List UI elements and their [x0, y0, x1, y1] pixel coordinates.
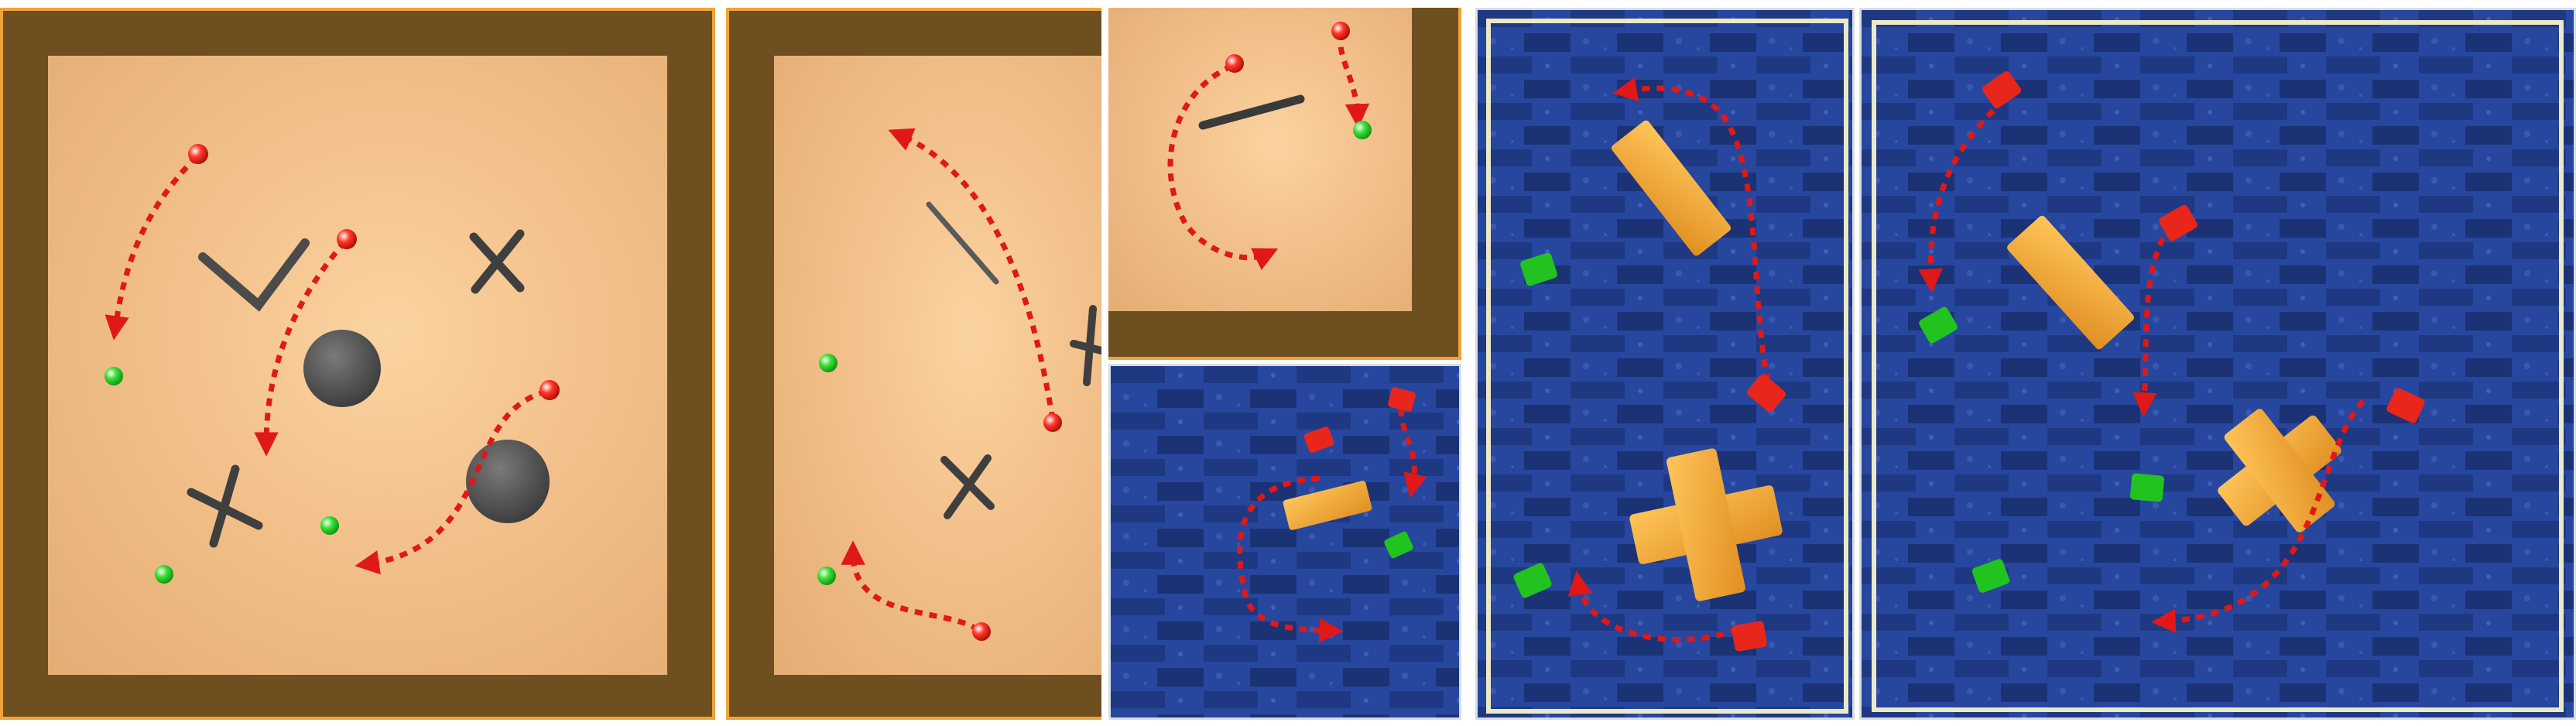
robot-markers	[972, 413, 1062, 641]
v-obstacle	[198, 238, 310, 312]
goal-markers	[1513, 252, 1557, 598]
sim-small-scene	[1167, 22, 1372, 271]
goal-markers	[817, 354, 838, 585]
trajectory-arrow	[888, 128, 1056, 420]
trajectory-arrow	[1338, 31, 1370, 128]
cross-obstacle	[187, 229, 525, 548]
robot-markers	[1982, 70, 2425, 423]
trajectory-arrow	[2132, 224, 2172, 417]
goal-markers	[104, 367, 339, 584]
robot-markers	[188, 144, 560, 400]
cross-block-obstacle	[1629, 448, 1783, 601]
cylinder-obstacle	[466, 440, 550, 523]
trajectory-arrow	[355, 389, 547, 575]
goal-markers	[1919, 306, 2164, 593]
real-mid-scene	[1478, 10, 1852, 717]
goal-markers	[1353, 121, 1372, 139]
real-small-scene	[1111, 366, 1459, 717]
bar-obstacle	[1198, 94, 1305, 130]
real-large-panel	[1859, 8, 2576, 720]
sim-tall-panel	[726, 8, 1101, 720]
block-obstacle	[2007, 215, 2134, 350]
trajectory-arrow	[1918, 108, 1995, 293]
trajectory-arrow	[1237, 475, 1344, 643]
trajectory-arrow	[841, 540, 981, 632]
real-mid-panel	[1475, 8, 1855, 720]
trajectory-arrow	[1398, 408, 1427, 498]
bar-obstacle	[926, 201, 999, 285]
sim-large-scene	[104, 144, 560, 584]
trajectory-arrow	[1567, 570, 1739, 642]
sim-small-panel	[1108, 8, 1461, 360]
trajectory-arrow	[1612, 77, 1771, 382]
robot-markers	[1303, 387, 1416, 453]
sim-tall-scene	[817, 128, 1101, 641]
sim-large-panel	[0, 8, 715, 720]
trajectory-arrow	[104, 154, 199, 341]
goal-markers	[1384, 531, 1413, 559]
cylinder-obstacle	[303, 330, 381, 407]
cross-block-obstacle	[2218, 409, 2341, 533]
block-obstacle	[1611, 120, 1732, 256]
cross-obstacle	[940, 305, 1101, 519]
robot-markers	[1732, 374, 1786, 652]
robot-markers	[1225, 22, 1350, 73]
real-large-scene	[1862, 10, 2574, 717]
trajectory-arrow	[1167, 63, 1279, 271]
trajectory-arrow	[254, 239, 348, 457]
block-obstacle	[1283, 481, 1372, 530]
real-small-panel	[1108, 364, 1461, 720]
trajectory-arrow	[2151, 399, 2365, 633]
